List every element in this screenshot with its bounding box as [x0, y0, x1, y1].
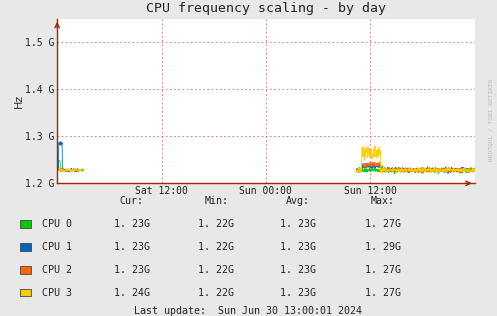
Text: RRDTOOL / TOBI OETIKER: RRDTOOL / TOBI OETIKER [489, 79, 494, 161]
Text: 1. 29G: 1. 29G [365, 242, 401, 252]
Text: Min:: Min: [204, 196, 228, 206]
Text: 1. 23G: 1. 23G [114, 242, 150, 252]
Text: 1. 23G: 1. 23G [280, 288, 316, 298]
Text: 1. 27G: 1. 27G [365, 219, 401, 229]
Text: Last update:  Sun Jun 30 13:00:01 2024: Last update: Sun Jun 30 13:00:01 2024 [135, 307, 362, 316]
Text: Max:: Max: [371, 196, 395, 206]
Y-axis label: Hz: Hz [13, 94, 24, 108]
Text: 1. 27G: 1. 27G [365, 288, 401, 298]
Text: 1. 23G: 1. 23G [280, 265, 316, 275]
Text: 1. 27G: 1. 27G [365, 265, 401, 275]
Text: 1. 23G: 1. 23G [280, 219, 316, 229]
Text: CPU 2: CPU 2 [42, 265, 72, 275]
Text: 1. 23G: 1. 23G [280, 242, 316, 252]
Text: 1. 24G: 1. 24G [114, 288, 150, 298]
Text: CPU 3: CPU 3 [42, 288, 72, 298]
Text: 1. 22G: 1. 22G [198, 242, 234, 252]
Text: 1. 23G: 1. 23G [114, 265, 150, 275]
Text: 1. 22G: 1. 22G [198, 219, 234, 229]
Text: Avg:: Avg: [286, 196, 310, 206]
Text: 1. 22G: 1. 22G [198, 288, 234, 298]
Text: Cur:: Cur: [120, 196, 144, 206]
Text: CPU 0: CPU 0 [42, 219, 72, 229]
Text: 1. 22G: 1. 22G [198, 265, 234, 275]
Text: 1. 23G: 1. 23G [114, 219, 150, 229]
Text: CPU 1: CPU 1 [42, 242, 72, 252]
Title: CPU frequency scaling - by day: CPU frequency scaling - by day [146, 2, 386, 15]
